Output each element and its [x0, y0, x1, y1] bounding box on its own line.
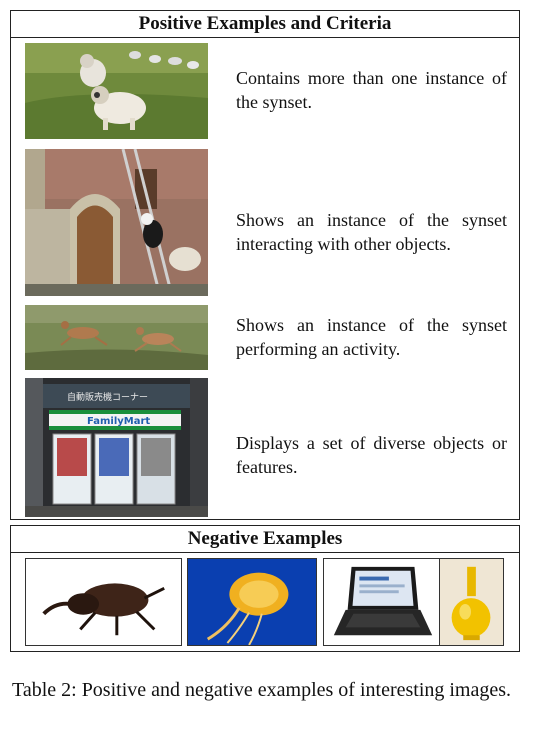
running-dogs-image — [25, 305, 208, 370]
criteria-text: Displays a set of diverse objects or fea… — [236, 433, 507, 477]
table-caption: Table 2: Positive and negative examples … — [12, 679, 512, 701]
negative-examples-table: Negative Examples — [10, 525, 520, 652]
dog-on-ladder-image — [25, 149, 208, 296]
positive-section-title: Positive Examples and Criteria — [11, 11, 519, 38]
criteria-text: Shows an instance of the synset interact… — [236, 210, 507, 254]
criteria-row-activity: Shows an instance of the synset performi… — [11, 300, 519, 374]
negative-section-title: Negative Examples — [11, 526, 519, 553]
vending-machines-image: 自動販売機コーナー FamilyMart — [25, 378, 208, 517]
laptop-image — [323, 558, 443, 646]
criteria-row-interacting: Shows an instance of the synset interact… — [11, 146, 519, 300]
criteria-row-multiple-instances: Contains more than one instance of the s… — [11, 37, 519, 146]
positive-examples-table: Positive Examples and Criteria Contains — [10, 10, 520, 520]
vase-image — [439, 558, 504, 646]
dogs-on-hillside-image — [25, 43, 208, 139]
criteria-text: Shows an instance of the synset performi… — [236, 315, 507, 359]
beetle-image — [25, 558, 182, 646]
criteria-row-diverse-objects: 自動販売機コーナー FamilyMart Displays a set of d… — [11, 374, 519, 519]
jellyfish-image — [187, 558, 317, 646]
vending-corner-sign: 自動販売機コーナー — [67, 391, 148, 403]
criteria-text: Contains more than one instance of the s… — [236, 68, 507, 112]
familymart-logo: FamilyMart — [87, 416, 150, 427]
